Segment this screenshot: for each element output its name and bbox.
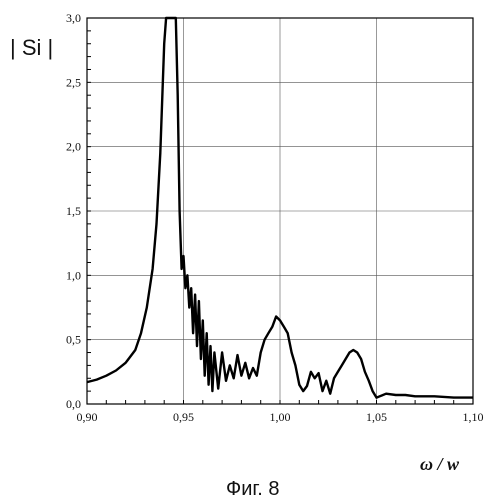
grid [87,18,473,404]
y-tick-label: 0,5 [66,333,81,347]
y-tick-label: 2,5 [66,75,81,89]
x-tick-label: 0,90 [77,410,98,424]
figure-caption: Фиг. 8 [226,478,279,500]
y-axis-label: | Si | [10,35,53,60]
x-tick-label: 1,10 [463,410,484,424]
x-tick-label: 0,95 [173,410,194,424]
y-tick-label: 1,5 [66,204,81,218]
x-tick-label: 1,00 [270,410,291,424]
y-tick-label: 3,0 [66,11,81,25]
x-tick-label: 1,05 [366,410,387,424]
y-tick-label: 0,0 [66,397,81,411]
x-axis-label: ω / w [420,454,460,474]
y-tick-label: 2,0 [66,140,81,154]
y-tick-label: 1,0 [66,268,81,282]
